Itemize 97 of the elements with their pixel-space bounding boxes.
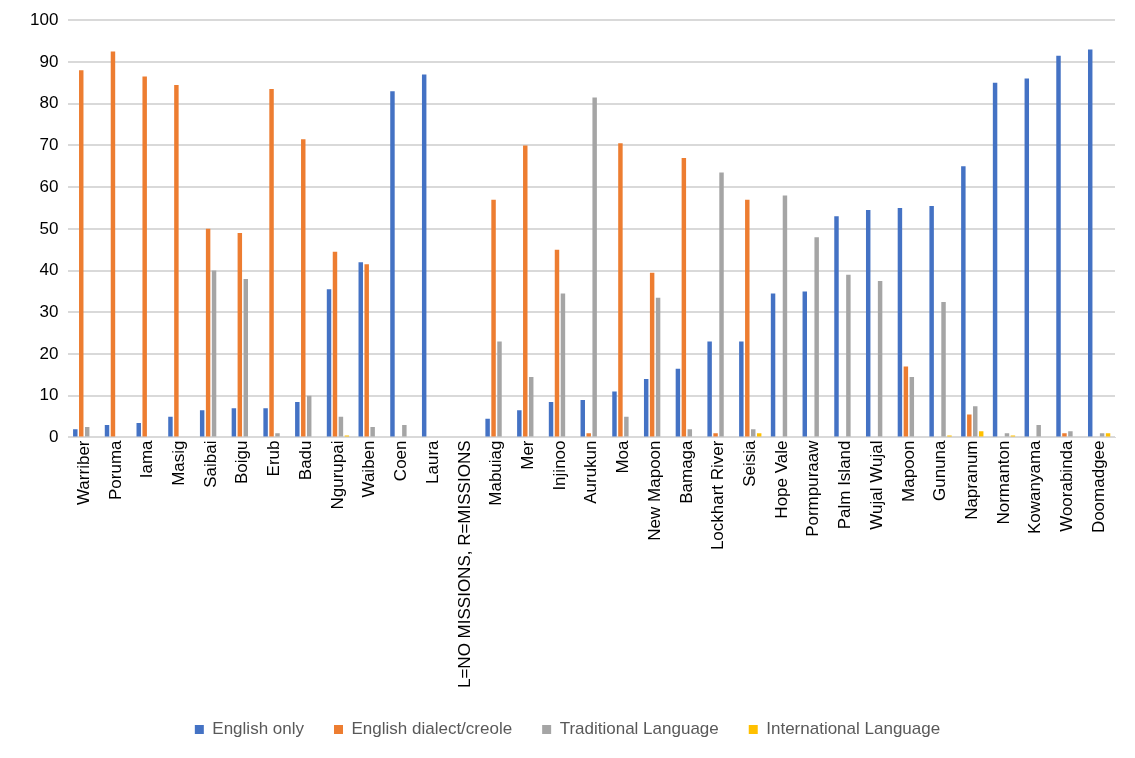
bar — [592, 97, 597, 437]
legend-label: English dialect/creole — [351, 719, 513, 739]
x-tick-label: Bamaga — [676, 439, 696, 504]
bar — [802, 291, 808, 437]
bar — [612, 391, 617, 437]
x-tick-label: New Mapoon — [644, 440, 664, 541]
bar — [491, 199, 496, 437]
y-tick-label: 30 — [39, 301, 59, 321]
bar — [713, 433, 718, 437]
y-tick-label: 100 — [29, 9, 59, 29]
x-tick-label: Injinoo — [549, 440, 569, 491]
x-tick-label: Saibai — [200, 440, 220, 488]
x-tick-label: Gununa — [930, 439, 950, 501]
bar — [586, 433, 591, 437]
y-tick-label: 90 — [39, 51, 59, 71]
bar — [846, 274, 851, 437]
y-tick-label: 40 — [39, 260, 59, 280]
x-tick-label: L=NO MISSIONS, R=MISSIONS — [454, 440, 474, 689]
bar — [326, 289, 332, 437]
bar — [364, 264, 369, 437]
x-tick-label: Warriber — [73, 440, 93, 506]
x-tick-label: Hope Vale — [771, 440, 791, 519]
bar — [301, 139, 306, 437]
bar — [142, 76, 147, 437]
x-tick-label: Kowanyama — [1025, 439, 1045, 535]
x-tick-label: Laura — [422, 439, 442, 484]
y-tick-label: 0 — [48, 427, 59, 447]
bar — [834, 216, 839, 437]
bar — [295, 402, 300, 437]
bar — [73, 429, 78, 437]
x-tick-label: Mabuiag — [486, 440, 506, 506]
x-tick-label: Woorabinda — [1057, 439, 1077, 532]
x-tick-label: Pormpuraaw — [803, 439, 823, 537]
bar — [358, 262, 363, 437]
x-tick-label: Seisia — [739, 439, 759, 487]
bar — [618, 143, 623, 437]
x-tick-label: Palm Island — [835, 440, 855, 530]
bar — [1062, 433, 1067, 437]
bar — [110, 51, 116, 437]
bar — [1068, 431, 1073, 437]
y-tick-label: 20 — [39, 343, 59, 363]
bar — [269, 89, 274, 437]
y-tick-label: 60 — [39, 176, 59, 196]
bar — [390, 91, 395, 437]
bar — [961, 166, 966, 437]
bar — [865, 210, 871, 437]
bar — [402, 424, 407, 437]
x-tick-label: Badu — [295, 440, 315, 481]
bar — [1087, 49, 1093, 437]
legend-label: International Language — [766, 719, 941, 739]
bar — [929, 205, 934, 437]
bar — [1036, 424, 1041, 437]
y-tick-label: 50 — [39, 218, 59, 238]
y-tick-label: 70 — [39, 135, 59, 155]
x-tick-label: Normanton — [993, 440, 1013, 525]
bar — [523, 145, 528, 437]
bar — [624, 416, 629, 437]
x-tick-label: Erub — [264, 440, 284, 477]
bar — [814, 237, 819, 437]
bar — [174, 84, 179, 437]
x-tick-label: Masig — [169, 440, 189, 486]
x-tick-label: Aurukun — [581, 440, 601, 504]
x-tick-label: Mapoon — [898, 440, 918, 502]
bar — [421, 74, 427, 437]
x-tick-label: Ngurupai — [327, 440, 347, 510]
bar — [237, 233, 243, 437]
x-tick-label: Coen — [391, 440, 411, 482]
bar — [941, 301, 946, 437]
bar — [707, 341, 712, 437]
x-tick-label: Doomadgee — [1088, 440, 1108, 534]
x-tick-label: Napranum — [961, 440, 981, 520]
bar — [263, 408, 268, 437]
bar — [168, 416, 173, 437]
x-tick-label: Lockhart River — [708, 440, 728, 551]
bar — [719, 172, 724, 437]
bar — [967, 414, 972, 437]
bar — [1056, 55, 1061, 437]
x-tick-label: Mer — [517, 440, 537, 470]
x-tick-label: Boigu — [232, 440, 252, 484]
y-tick-label: 10 — [39, 385, 59, 405]
bar — [517, 410, 522, 437]
bar — [79, 70, 84, 437]
bar — [370, 427, 375, 437]
bar — [739, 341, 744, 437]
bar — [782, 195, 788, 437]
bar — [485, 418, 490, 437]
x-tick-label: Moa — [613, 439, 633, 474]
x-tick-label: Iama — [137, 439, 157, 479]
x-tick-label: Poruma — [105, 439, 125, 501]
x-tick-label: Wujal Wujal — [866, 440, 886, 530]
legend-label: Traditional Language — [559, 719, 719, 739]
bar — [275, 433, 280, 437]
bar — [745, 199, 750, 437]
bar — [497, 341, 502, 437]
x-tick-label: Waiben — [359, 440, 379, 498]
y-tick-label: 80 — [39, 93, 59, 113]
legend-label: English only — [212, 719, 305, 739]
